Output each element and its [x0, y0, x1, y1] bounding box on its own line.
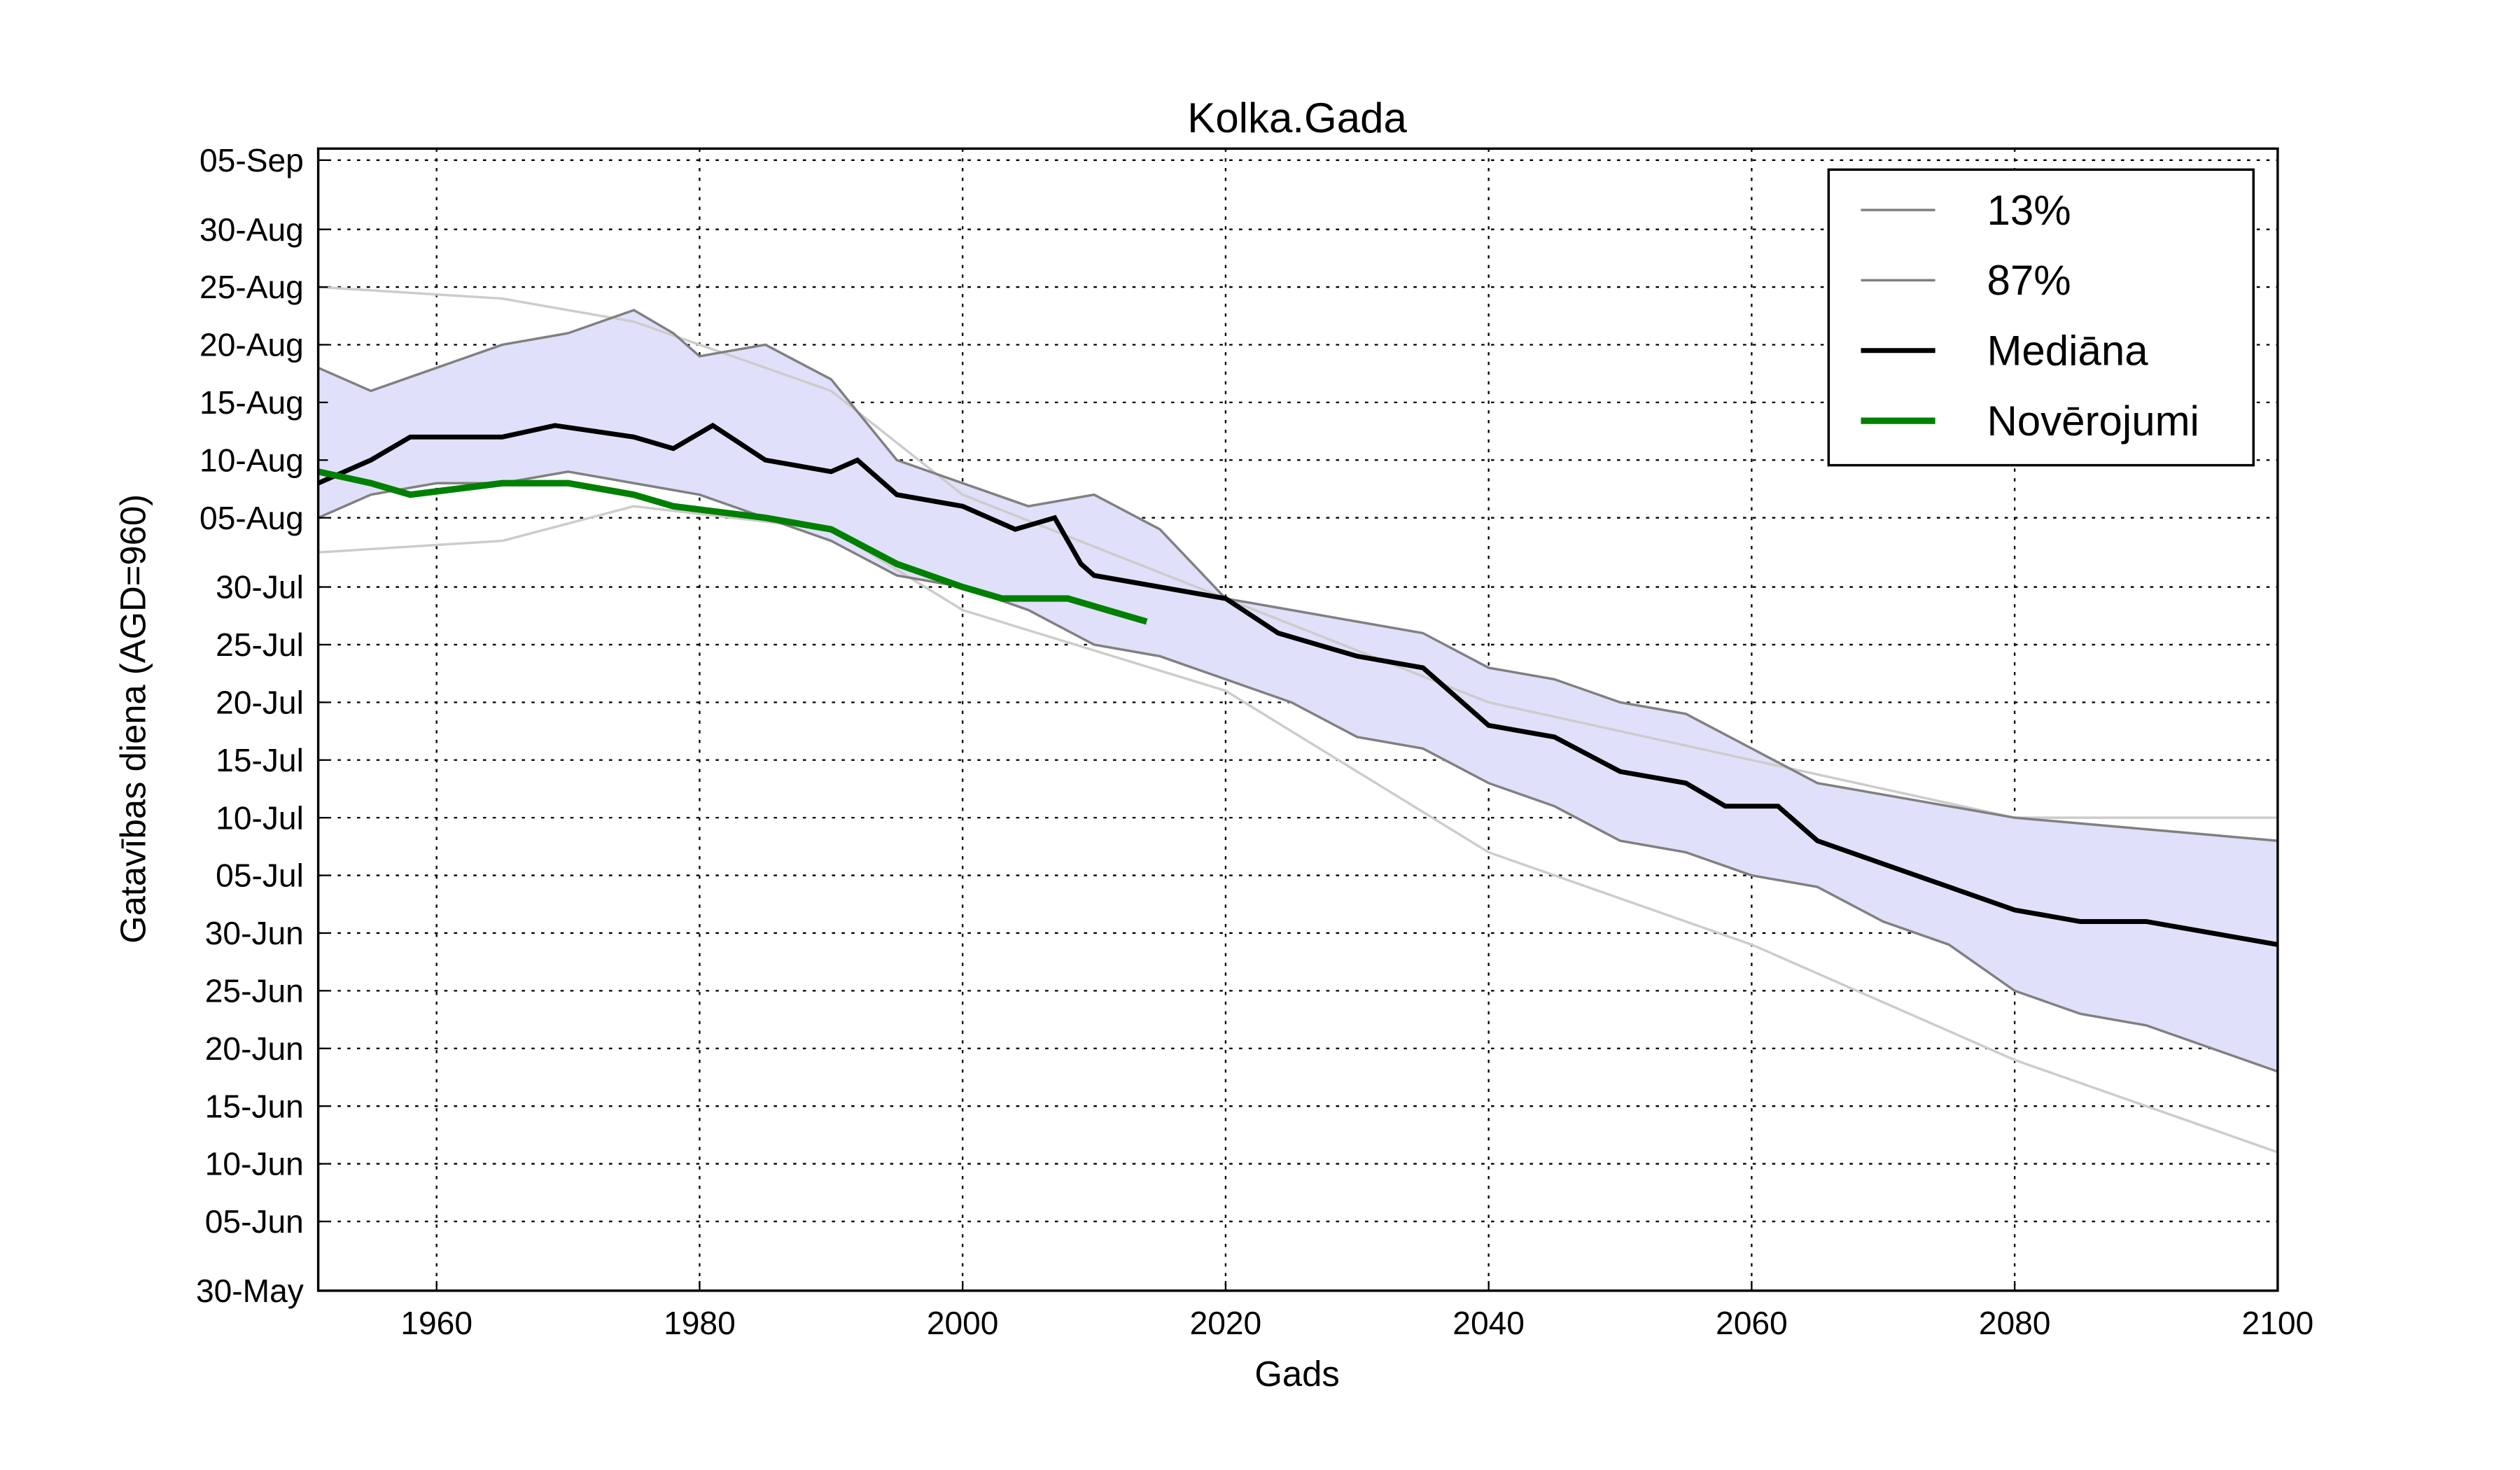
series-87pct-line: [317, 309, 2278, 842]
y-tick-label: 05-Aug: [200, 500, 304, 536]
y-tick-label: 30-Jul: [216, 569, 304, 606]
y-tick-label: 30-Aug: [200, 211, 304, 248]
legend: 13% 87% Mediāna Novērojumi: [1827, 168, 2255, 467]
x-tick-label: 2100: [2242, 1305, 2314, 1341]
legend-label: 87%: [1987, 257, 2071, 304]
plot-area: [317, 286, 2278, 1154]
y-tick-label: 15-Jun: [205, 1088, 304, 1124]
y-axis: 05-Sep 30-Aug 25-Aug 20-Aug 15-Aug 10-Aug 05-A…: [196, 142, 328, 1309]
series-observed-line: [317, 468, 1148, 625]
legend-label: 13%: [1987, 187, 2071, 234]
y-tick-label: 10-Jul: [216, 799, 304, 836]
x-tick-label: 1980: [664, 1305, 736, 1341]
ensemble-line: [318, 286, 2278, 819]
legend-box: [1827, 168, 2255, 467]
legend-label: Novērojumi: [1987, 398, 2199, 444]
y-tick-label: 30-Jun: [205, 915, 304, 951]
y-tick-label: 20-Jul: [216, 685, 304, 721]
x-tick-label: 2080: [1979, 1305, 2051, 1341]
x-axis-label: Gads: [1254, 1354, 1339, 1394]
y-tick-label: 15-Aug: [200, 384, 304, 421]
y-tick-label: 25-Jul: [216, 626, 304, 663]
y-tick-label: 15-Jul: [216, 742, 304, 778]
y-tick-label: 10-Aug: [200, 442, 304, 478]
chart-title: Kolka.Gada: [1187, 94, 1407, 141]
y-tick-label: 10-Jun: [205, 1146, 304, 1182]
series-13pct-line: [317, 470, 2278, 1073]
y-tick-label: 05-Sep: [200, 142, 304, 178]
plot-frame: [316, 147, 2279, 1292]
y-tick-label: 20-Aug: [200, 327, 304, 363]
ensemble-line: [318, 505, 2278, 1154]
y-tick-label: 20-Jun: [205, 1030, 304, 1067]
x-tick-label: 2040: [1452, 1305, 1525, 1341]
x-tick-label: 2020: [1190, 1305, 1262, 1341]
y-tick-label: 25-Jun: [205, 973, 304, 1009]
y-tick-label: 05-Jul: [216, 858, 304, 894]
y-axis-label: Gatavības diena (AGD=960): [113, 494, 153, 944]
y-tick-label: 05-Jun: [205, 1203, 304, 1240]
legend-label: Mediāna: [1987, 328, 2148, 374]
x-axis: 1960 1980 2000 2020 2040 2060 2080 2100: [400, 1280, 2314, 1341]
series-median-line: [317, 422, 2278, 947]
y-tick-label: 30-May: [196, 1273, 304, 1309]
x-tick-label: 1960: [400, 1305, 472, 1341]
y-tick-label: 25-Aug: [200, 269, 304, 305]
x-tick-label: 2060: [1716, 1305, 1788, 1341]
x-tick-label: 2000: [927, 1305, 999, 1341]
